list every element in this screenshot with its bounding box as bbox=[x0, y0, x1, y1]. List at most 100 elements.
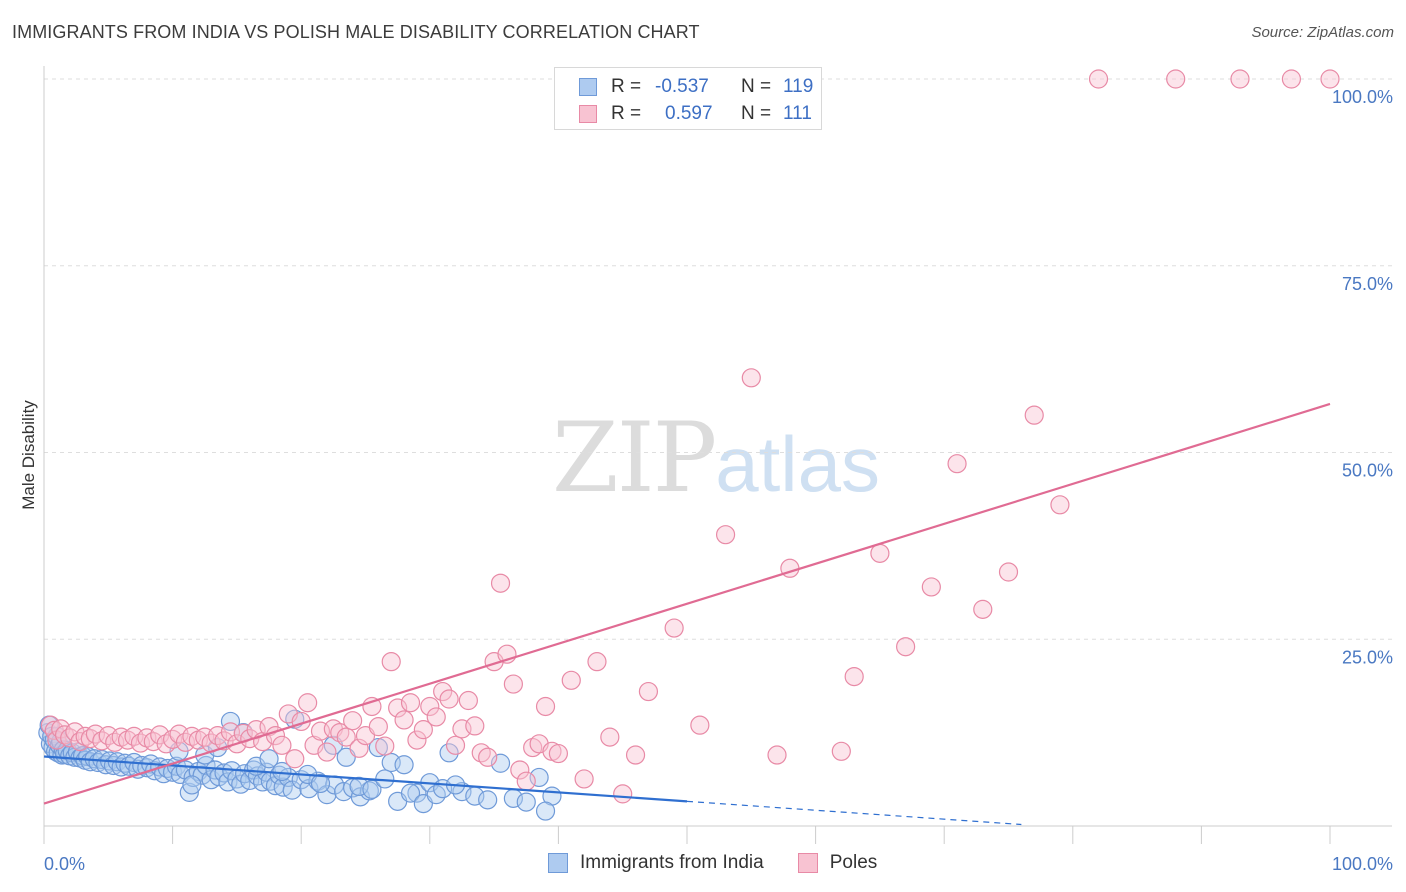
poles-point bbox=[548, 743, 569, 764]
watermark: ZIPatlas bbox=[552, 402, 880, 514]
x-tick-label-max: 100.0% bbox=[1332, 854, 1393, 874]
poles-point bbox=[298, 693, 318, 713]
poles-point bbox=[638, 681, 659, 702]
india-point bbox=[394, 755, 414, 775]
r-value: 0.597 bbox=[665, 103, 713, 124]
poles-point bbox=[1320, 69, 1340, 89]
poles-point bbox=[490, 573, 511, 593]
legend-item-india: Immigrants from India bbox=[548, 852, 764, 874]
y-axis-label: Male Disability bbox=[19, 400, 38, 510]
watermark-atlas: atlas bbox=[715, 420, 880, 508]
poles-point bbox=[433, 681, 453, 702]
poles-point bbox=[1050, 495, 1070, 515]
poles-point bbox=[317, 742, 337, 762]
watermark-zip: ZIP bbox=[552, 402, 717, 514]
legend-row-india: R = -0.537 N = 119 bbox=[579, 74, 813, 100]
y-tick-label: 50.0% bbox=[1342, 461, 1393, 481]
poles-point bbox=[503, 674, 523, 694]
poles-point bbox=[407, 730, 427, 750]
poles-point bbox=[690, 715, 710, 735]
axes bbox=[43, 66, 1392, 844]
poles-point bbox=[844, 666, 864, 687]
india-point bbox=[516, 792, 536, 812]
poles-point bbox=[343, 711, 363, 731]
poles-point bbox=[1281, 69, 1302, 89]
india-point bbox=[192, 765, 212, 785]
poles-trend-line bbox=[43, 402, 1331, 805]
poles-point bbox=[478, 747, 498, 767]
legend-label-poles: Poles bbox=[829, 852, 878, 873]
india-point bbox=[196, 755, 216, 776]
poles-point bbox=[574, 769, 594, 789]
n-label: N = bbox=[741, 103, 772, 124]
poles-point bbox=[510, 760, 530, 780]
india-trend-line bbox=[43, 755, 688, 803]
poles-point bbox=[561, 670, 581, 690]
series-legend: Immigrants from India Poles bbox=[548, 852, 911, 874]
poles-point bbox=[870, 543, 890, 563]
poles-point bbox=[1088, 69, 1109, 89]
legend-swatch-india bbox=[579, 78, 597, 96]
poles-point bbox=[1166, 69, 1186, 89]
poles-point bbox=[285, 749, 305, 769]
india-point bbox=[310, 773, 331, 794]
poles-point bbox=[465, 716, 485, 736]
poles-point bbox=[664, 618, 684, 638]
poles-point bbox=[998, 562, 1019, 582]
poles-point bbox=[516, 771, 536, 791]
poles-point bbox=[587, 652, 607, 672]
india-point bbox=[182, 775, 202, 795]
poles-point bbox=[445, 735, 466, 755]
poles-point bbox=[831, 741, 851, 761]
legend-swatch-india bbox=[548, 853, 568, 873]
poles-point bbox=[715, 525, 736, 545]
india-point bbox=[529, 767, 549, 788]
poles-point bbox=[208, 726, 228, 746]
india-point bbox=[535, 801, 556, 821]
india-point bbox=[259, 749, 279, 769]
trend-lines bbox=[43, 402, 1331, 826]
india-point bbox=[407, 783, 427, 803]
poles-point bbox=[600, 727, 620, 747]
poles-point bbox=[741, 368, 761, 388]
n-value: 111 bbox=[783, 103, 812, 124]
india-point bbox=[179, 782, 199, 802]
chart-title: IMMIGRANTS FROM INDIA VS POLISH MALE DIS… bbox=[12, 22, 700, 42]
poles-point bbox=[973, 599, 993, 619]
india-point bbox=[317, 785, 337, 805]
source-label: Source: ZipAtlas.com bbox=[1251, 24, 1394, 41]
poles-point bbox=[921, 577, 941, 597]
india-point bbox=[368, 737, 388, 758]
poles-point bbox=[767, 745, 787, 765]
correlation-legend: R = -0.537 N = 119 R = 0.597 N = 111 bbox=[554, 67, 822, 130]
poles-point bbox=[413, 720, 433, 740]
r-label: R = bbox=[611, 103, 642, 124]
x-tick-label-min: 0.0% bbox=[44, 854, 85, 874]
poles-point bbox=[1230, 69, 1250, 89]
india-trend-extension bbox=[686, 800, 1022, 826]
legend-item-poles: Poles bbox=[797, 852, 878, 874]
india-point bbox=[220, 711, 241, 732]
poles-point bbox=[60, 728, 80, 748]
poles-point bbox=[400, 693, 421, 713]
legend-label-india: Immigrants from India bbox=[580, 852, 764, 873]
r-value: -0.537 bbox=[655, 76, 709, 97]
poles-points bbox=[40, 69, 1340, 804]
poles-point bbox=[368, 717, 388, 737]
r-label: R = bbox=[611, 76, 642, 97]
poles-point bbox=[439, 689, 459, 709]
tick-labels: 25.0% 50.0% 75.0% 100.0% 0.0% 100.0% bbox=[44, 87, 1393, 874]
india-point bbox=[478, 790, 498, 810]
poles-point bbox=[272, 735, 292, 755]
poles-point bbox=[420, 696, 440, 717]
poles-point bbox=[388, 698, 408, 718]
poles-point bbox=[381, 652, 401, 672]
grid-lines bbox=[44, 78, 1392, 640]
legend-row-poles: R = 0.597 N = 111 bbox=[579, 101, 812, 127]
poles-point bbox=[535, 696, 556, 717]
poles-point bbox=[458, 690, 478, 711]
poles-point bbox=[336, 727, 356, 747]
poles-point bbox=[394, 710, 414, 730]
y-tick-label: 100.0% bbox=[1332, 87, 1393, 107]
